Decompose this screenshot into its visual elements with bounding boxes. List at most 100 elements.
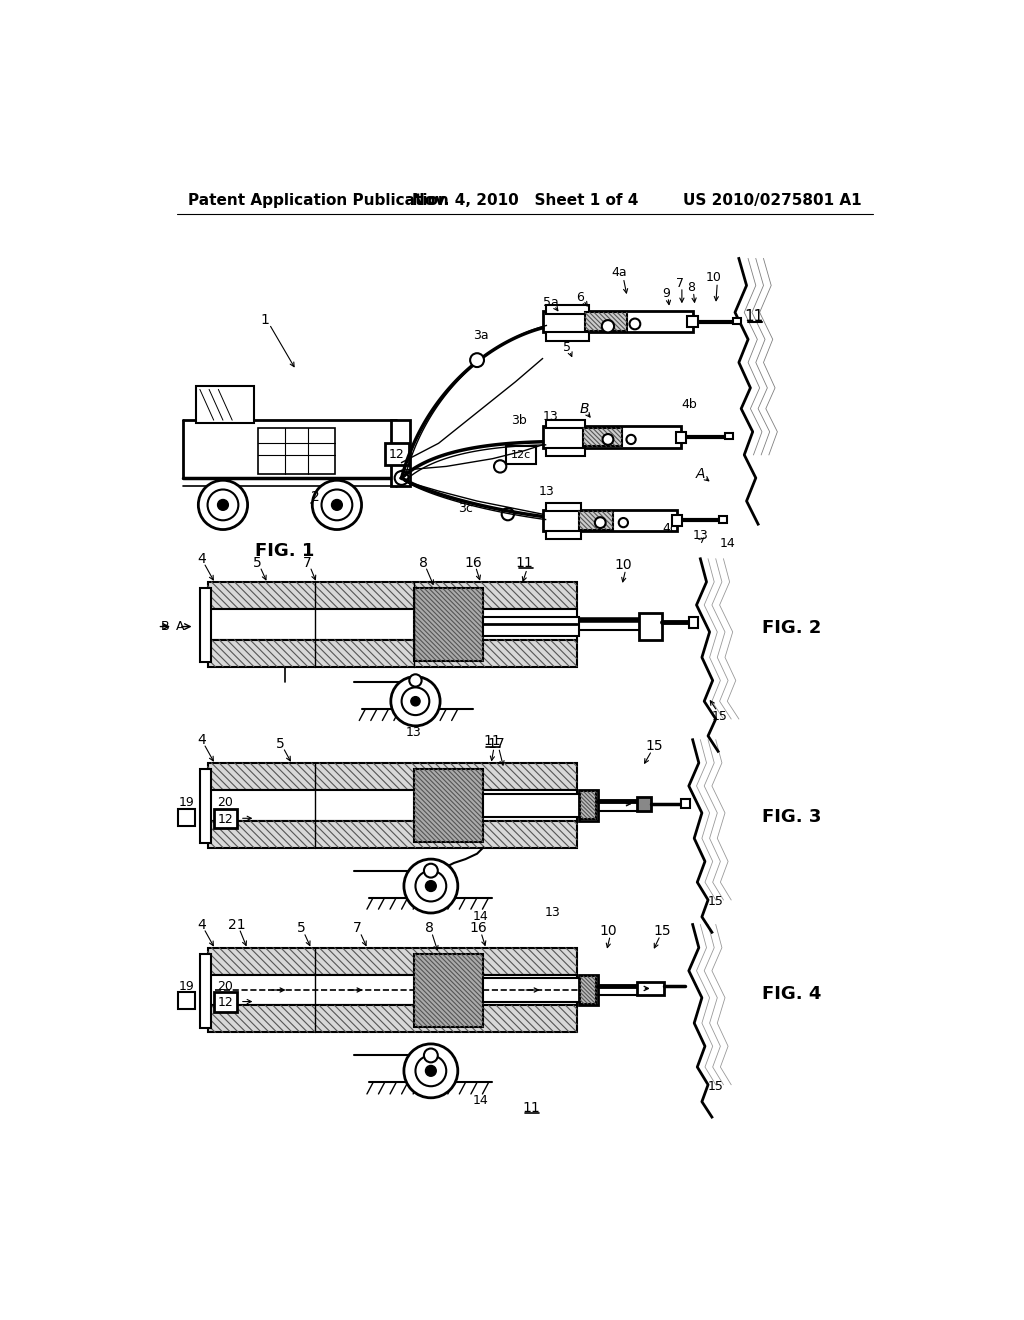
Text: Nov. 4, 2010   Sheet 1 of 4: Nov. 4, 2010 Sheet 1 of 4 <box>412 193 638 209</box>
Text: B: B <box>581 401 590 416</box>
Text: 16: 16 <box>470 921 487 936</box>
Circle shape <box>425 880 436 891</box>
Bar <box>208 763 578 789</box>
Text: 15: 15 <box>653 924 671 937</box>
Bar <box>585 313 628 331</box>
Bar <box>414 770 483 842</box>
Bar <box>676 432 686 442</box>
Bar <box>414 770 483 842</box>
Text: 15: 15 <box>708 895 724 908</box>
Text: 11: 11 <box>483 734 502 748</box>
Text: FIG. 4: FIG. 4 <box>762 985 821 1003</box>
Bar <box>733 318 741 323</box>
Bar <box>208 582 578 609</box>
Text: 11: 11 <box>516 556 534 570</box>
Text: 13: 13 <box>539 484 554 498</box>
Bar <box>214 809 237 829</box>
Text: 7: 7 <box>353 921 362 936</box>
Bar <box>547 447 585 455</box>
Bar <box>208 821 578 847</box>
Circle shape <box>217 499 228 511</box>
Text: 1: 1 <box>261 313 269 327</box>
Bar <box>414 589 483 661</box>
Bar <box>178 809 196 826</box>
Text: 4a: 4a <box>611 265 628 279</box>
Text: 15: 15 <box>708 1080 724 1093</box>
Circle shape <box>630 318 640 330</box>
Text: 13: 13 <box>407 726 422 739</box>
Bar <box>483 793 584 817</box>
Text: 15: 15 <box>712 710 727 723</box>
Text: 8: 8 <box>419 556 428 570</box>
Bar <box>483 978 584 1002</box>
Text: 2: 2 <box>311 490 319 504</box>
Text: 3b: 3b <box>512 413 527 426</box>
Circle shape <box>595 517 605 528</box>
Text: 7: 7 <box>303 556 312 570</box>
Text: A: A <box>176 620 185 634</box>
Circle shape <box>602 434 613 445</box>
Text: 3c: 3c <box>458 502 473 515</box>
Bar <box>208 640 578 667</box>
Bar <box>414 589 483 661</box>
Text: 6: 6 <box>577 290 584 304</box>
Circle shape <box>424 863 438 878</box>
Bar <box>719 516 727 523</box>
Circle shape <box>403 859 458 913</box>
Text: 13: 13 <box>543 409 558 422</box>
Text: 21: 21 <box>228 917 246 932</box>
Bar <box>208 582 578 609</box>
Text: 10: 10 <box>599 924 616 937</box>
Text: 4c: 4c <box>663 521 677 535</box>
Circle shape <box>401 688 429 715</box>
Bar <box>579 511 613 529</box>
Text: 7: 7 <box>676 277 684 289</box>
Bar <box>258 428 335 474</box>
Text: 20: 20 <box>217 796 233 809</box>
Circle shape <box>470 354 484 367</box>
Text: 4: 4 <box>197 917 206 932</box>
Bar <box>208 1006 578 1032</box>
Text: 12c: 12c <box>511 450 531 459</box>
Bar <box>208 609 578 640</box>
Bar <box>414 954 483 1027</box>
Bar <box>584 428 622 446</box>
Bar <box>581 792 596 818</box>
Circle shape <box>208 490 239 520</box>
Circle shape <box>602 321 614 333</box>
Bar <box>208 640 578 667</box>
Circle shape <box>424 1048 438 1063</box>
Bar <box>579 974 598 1006</box>
Circle shape <box>416 1056 446 1086</box>
Circle shape <box>425 1065 436 1076</box>
Bar <box>584 428 622 446</box>
Bar <box>547 503 581 511</box>
Text: 5a: 5a <box>543 296 559 309</box>
Text: FIG. 2: FIG. 2 <box>762 619 821 638</box>
Text: FIG. 1: FIG. 1 <box>255 543 314 560</box>
Text: 5: 5 <box>276 737 285 751</box>
Text: 10: 10 <box>706 271 721 284</box>
Bar <box>208 763 578 789</box>
Circle shape <box>416 871 446 902</box>
Bar <box>686 317 698 327</box>
Text: 8: 8 <box>687 281 695 294</box>
Text: 5: 5 <box>563 342 571 354</box>
Text: 19: 19 <box>179 796 195 809</box>
Text: 13: 13 <box>692 529 709 543</box>
Text: 4b: 4b <box>681 399 696 412</box>
Bar <box>414 954 483 1027</box>
Text: 9: 9 <box>662 286 670 300</box>
Bar <box>579 511 613 529</box>
Text: 14: 14 <box>473 1093 488 1106</box>
Bar <box>639 612 662 640</box>
Bar <box>208 948 578 974</box>
Text: 4: 4 <box>197 552 206 566</box>
Circle shape <box>394 471 409 484</box>
Bar <box>581 977 596 1003</box>
Circle shape <box>618 517 628 527</box>
Text: 8: 8 <box>425 921 434 936</box>
Bar <box>178 993 196 1010</box>
Bar <box>506 446 536 465</box>
Bar <box>585 313 628 331</box>
